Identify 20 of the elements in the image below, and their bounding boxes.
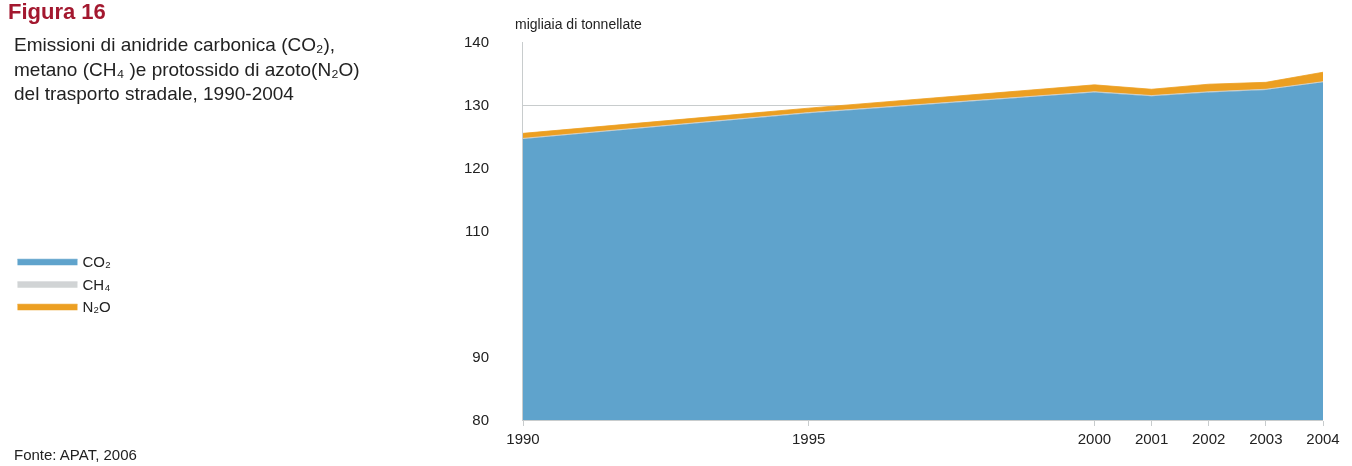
x-tick-label: 2001	[1134, 430, 1169, 447]
x-tick-label: 2000	[1077, 430, 1112, 447]
x-tick-label: 2004	[1306, 430, 1340, 447]
x-tick-label: 2003	[1249, 430, 1283, 447]
y-tick-label: 130	[463, 96, 489, 114]
legend-label: N₂O	[82, 298, 111, 316]
text: Figura 16	[8, 0, 106, 25]
y-axis-title: migliaia di tonnellate	[515, 16, 643, 32]
y-tick-label: 110	[465, 222, 489, 240]
legend-label: CO₂	[82, 253, 111, 271]
source-note: Fonte: APAT, 2006	[14, 446, 137, 463]
x-tick-label: 1995	[792, 430, 826, 447]
x-tick-label: 1990	[506, 430, 540, 447]
y-tick-label: 140	[463, 33, 489, 51]
text: Emissioni di anidride carbonica (CO₂), metano (CH₄ )e protossido di azoto(N₂O) del trasporto stradale, 1990-2004	[14, 34, 360, 105]
legend-label: CH₄	[82, 275, 111, 293]
y-tick-label: 120	[463, 159, 489, 177]
x-tick-label: 2002	[1192, 430, 1226, 447]
y-tick-label: 80	[472, 411, 489, 429]
y-tick-label: 90	[472, 348, 489, 366]
